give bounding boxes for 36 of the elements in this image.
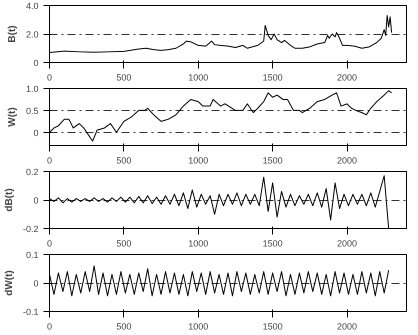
x-tick-label: 500 xyxy=(116,72,132,82)
x-tick-label: 2000 xyxy=(336,322,358,332)
y-tick-label: 0 xyxy=(33,58,39,68)
y-tick-label: 0.5 xyxy=(26,106,39,116)
x-tick-label: 0 xyxy=(46,72,52,82)
y-axis-title: dB(t) xyxy=(4,188,15,212)
y-tick-label: 0.1 xyxy=(26,250,39,260)
x-tick-label: 2000 xyxy=(336,238,358,248)
x-tick-label: 1000 xyxy=(188,156,208,166)
y-tick-label: 0 xyxy=(33,128,39,138)
x-tick-label: 2000 xyxy=(336,156,358,166)
y-tick-label: 1.0 xyxy=(26,84,39,94)
x-tick-label: 0 xyxy=(46,322,52,332)
y-axis-title: dW(t) xyxy=(4,270,15,296)
x-tick-label: 1500 xyxy=(262,322,283,332)
x-tick-label: 1000 xyxy=(188,72,208,82)
x-tick-label: 500 xyxy=(116,322,132,332)
x-tick-label: 1000 xyxy=(188,322,208,332)
y-tick-label: 0.2 xyxy=(26,167,39,177)
x-tick-label: 1000 xyxy=(188,238,208,248)
y-axis-title: W(t) xyxy=(6,107,18,127)
x-tick-label: 500 xyxy=(116,238,132,248)
y-tick-label: -0.1 xyxy=(22,307,39,317)
y-tick-label: 0 xyxy=(33,278,39,288)
y-tick-label: 2.0 xyxy=(26,30,39,40)
y-axis-title: B(t) xyxy=(6,25,18,43)
x-tick-label: 0 xyxy=(46,238,52,248)
x-tick-label: 0 xyxy=(46,156,52,166)
x-tick-label: 1500 xyxy=(262,156,283,166)
x-tick-label: 500 xyxy=(116,156,132,166)
y-tick-label: 4.0 xyxy=(26,1,39,11)
y-tick-label: -0.2 xyxy=(22,224,39,234)
x-tick-label: 1500 xyxy=(262,72,283,82)
y-tick-label: 0 xyxy=(33,196,39,206)
x-tick-label: 2000 xyxy=(336,72,358,82)
x-tick-label: 1500 xyxy=(262,238,283,248)
